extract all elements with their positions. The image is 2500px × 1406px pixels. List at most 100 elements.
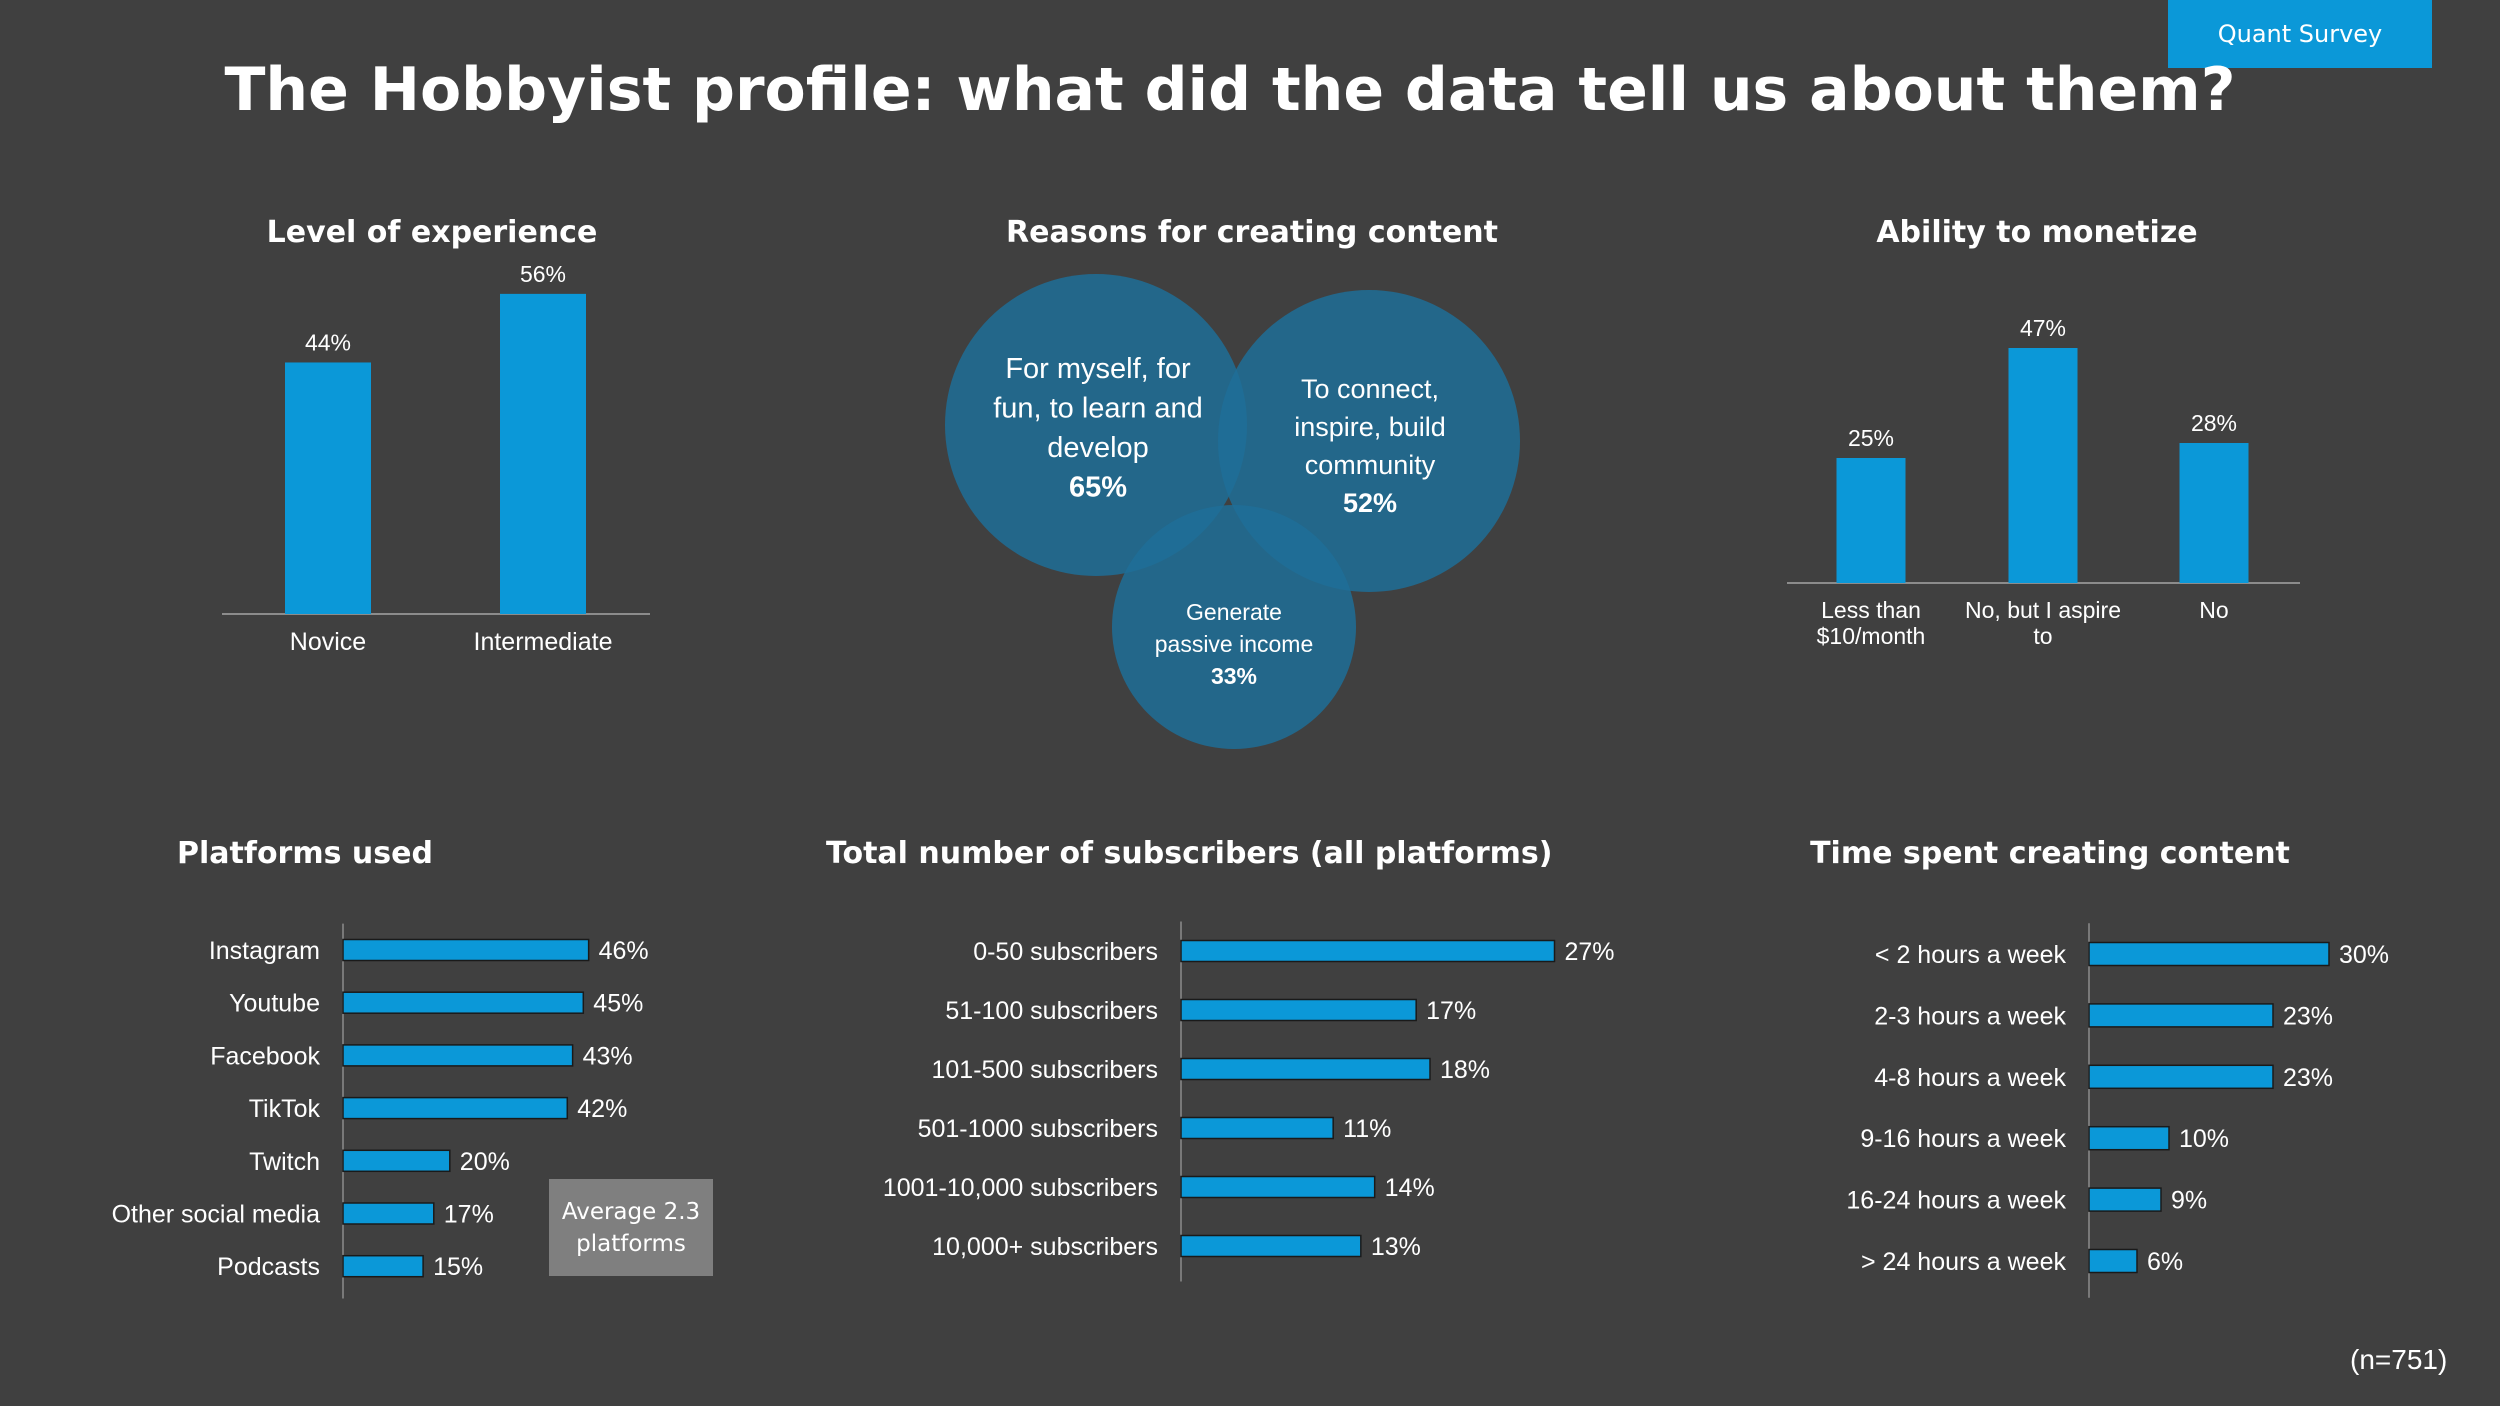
time-category-label-1: 2-3 hours a week: [1874, 1002, 2066, 1030]
platforms-bar-tiktok: [342, 1096, 569, 1120]
venn-set-2-label-line-0: Generate: [1186, 599, 1282, 625]
platforms-bar-instagram: [342, 938, 590, 962]
platforms-value-label-3: 42%: [577, 1095, 627, 1123]
time-bar-4-8-hours-a-week: [2088, 1064, 2274, 1090]
subscribers-category-label-3: 501-1000 subscribers: [918, 1115, 1158, 1143]
time-bar-24-hours-a-week: [2088, 1248, 2138, 1274]
monetize-category-label-2: No: [2199, 597, 2228, 623]
venn-circle-0: [945, 274, 1247, 576]
platforms-category-label-2: Facebook: [210, 1042, 320, 1070]
experience-chart-title: Level of experience: [266, 215, 598, 250]
monetize-category-label-1-line-1: to: [2033, 623, 2052, 649]
platforms-value-label-2: 43%: [583, 1042, 633, 1070]
time-bar-16-24-hours-a-week: [2088, 1187, 2162, 1212]
subscribers-value-label-5: 13%: [1371, 1233, 1421, 1261]
subscribers-bar-501-1000-subscribers: [1180, 1116, 1334, 1140]
subscribers-bar-0-50-subscribers: [1180, 939, 1556, 963]
time-category-label-0: < 2 hours a week: [1875, 941, 2067, 969]
platforms-category-label-3: TikTok: [249, 1095, 321, 1123]
subscribers-bar-10-000-subscribers: [1180, 1234, 1362, 1258]
platforms-value-label-1: 45%: [593, 990, 643, 1018]
subscribers-value-label-3: 11%: [1343, 1115, 1391, 1143]
platforms-bar-other-social-media: [342, 1202, 435, 1225]
subscribers-category-label-4: 1001-10,000 subscribers: [883, 1174, 1158, 1202]
platforms-value-label-0: 46%: [599, 937, 649, 965]
platforms-value-label-6: 15%: [433, 1253, 483, 1281]
venn-set-1-label-line-2: community: [1305, 450, 1436, 480]
monetize-value-label-0: 25%: [1848, 425, 1894, 451]
monetize-category-label-0-line-0: Less than: [1821, 597, 1921, 623]
time-value-label-5: 6%: [2147, 1248, 2183, 1276]
time-category-label-3: 9-16 hours a week: [1860, 1125, 2066, 1153]
venn-set-2-value: 33%: [1211, 663, 1257, 689]
reasons-chart-title: Reasons for creating content: [1006, 215, 1498, 250]
experience-value-label-1: 56%: [520, 261, 566, 287]
platforms-value-label-5: 17%: [444, 1201, 494, 1229]
platforms-bar-twitch: [342, 1149, 451, 1173]
monetize-bar-2: [2179, 443, 2249, 583]
time-value-label-2: 23%: [2283, 1064, 2333, 1092]
venn-set-0-value: 65%: [1069, 472, 1127, 504]
venn-set-2-label-line-1: passive income: [1155, 631, 1314, 657]
venn-set-0-label-line-0: For myself, for: [1005, 353, 1191, 385]
subscribers-bar-1001-10-000-subscribers: [1180, 1175, 1376, 1199]
platforms-category-label-5: Other social media: [112, 1201, 321, 1229]
monetize-category-label-0-line-1: $10/month: [1817, 623, 1926, 649]
subscribers-value-label-2: 18%: [1440, 1056, 1490, 1084]
venn-set-1-label-line-0: To connect,: [1301, 374, 1439, 404]
time-bar-2-3-hours-a-week: [2088, 1003, 2274, 1028]
venn-set-1-value: 52%: [1343, 488, 1397, 518]
platforms-category-label-6: Podcasts: [217, 1253, 320, 1281]
subscribers-category-label-5: 10,000+ subscribers: [932, 1233, 1158, 1261]
monetize-chart-title: Ability to monetize: [1876, 215, 2198, 250]
monetize-bar-0: [1836, 458, 1906, 583]
time-category-label-4: 16-24 hours a week: [1846, 1187, 2066, 1215]
experience-bar-0: [285, 362, 371, 614]
time-bar-2-hours-a-week: [2088, 941, 2330, 967]
platforms-bar-podcasts: [342, 1254, 424, 1278]
platforms-bar-youtube: [342, 991, 585, 1014]
subscribers-bar-51-100-subscribers: [1180, 998, 1417, 1022]
experience-category-label-0: Novice: [290, 628, 366, 656]
time-category-label-5: > 24 hours a week: [1861, 1248, 2066, 1276]
experience-bar-1: [500, 293, 586, 614]
monetize-category-label-1-line-0: No, but I aspire: [1965, 597, 2121, 623]
subscribers-category-label-0: 0-50 subscribers: [973, 938, 1158, 966]
subscribers-category-label-2: 101-500 subscribers: [931, 1056, 1158, 1084]
monetize-value-label-2: 28%: [2191, 410, 2237, 436]
venn-set-1-label-line-1: inspire, build: [1294, 412, 1446, 442]
monetize-bar-1: [2008, 348, 2078, 583]
platforms-category-label-1: Youtube: [229, 990, 320, 1018]
time-bar-9-16-hours-a-week: [2088, 1125, 2170, 1151]
venn-set-0-label-line-1: fun, to learn and: [993, 393, 1203, 425]
venn-circle-2: [1112, 505, 1356, 749]
time-category-label-2: 4-8 hours a week: [1874, 1064, 2066, 1092]
platforms-category-label-4: Twitch: [249, 1148, 320, 1176]
time-value-label-1: 23%: [2283, 1002, 2333, 1030]
platforms-bar-facebook: [342, 1044, 574, 1067]
time-value-label-4: 9%: [2171, 1187, 2207, 1215]
venn-circle-1: [1218, 290, 1520, 592]
platforms-value-label-4: 20%: [460, 1148, 510, 1176]
time-value-label-3: 10%: [2179, 1125, 2229, 1153]
time-chart-title: Time spent creating content: [1810, 836, 2290, 871]
venn-set-0-label-line-2: develop: [1047, 432, 1149, 464]
time-value-label-0: 30%: [2339, 941, 2389, 969]
quant-survey-badge: Quant Survey: [2168, 0, 2432, 68]
average-platforms-note: Average 2.3 platforms: [549, 1179, 713, 1276]
monetize-value-label-1: 47%: [2020, 315, 2066, 341]
experience-category-label-1: Intermediate: [474, 628, 613, 656]
average-note-line1: Average 2.3: [561, 1198, 701, 1225]
platforms-chart-title: Platforms used: [177, 836, 433, 871]
subscribers-value-label-0: 27%: [1565, 938, 1615, 966]
subscribers-value-label-4: 14%: [1385, 1174, 1435, 1202]
sample-size-label: (n=751): [2350, 1344, 2448, 1375]
subscribers-value-label-1: 17%: [1426, 997, 1476, 1025]
subscribers-chart-title: Total number of subscribers (all platfor…: [826, 836, 1553, 871]
subscribers-category-label-1: 51-100 subscribers: [945, 997, 1158, 1025]
page-title: The Hobbyist profile: what did the data …: [224, 55, 2236, 125]
platforms-category-label-0: Instagram: [209, 937, 320, 965]
average-note-line2: platforms: [576, 1230, 686, 1257]
